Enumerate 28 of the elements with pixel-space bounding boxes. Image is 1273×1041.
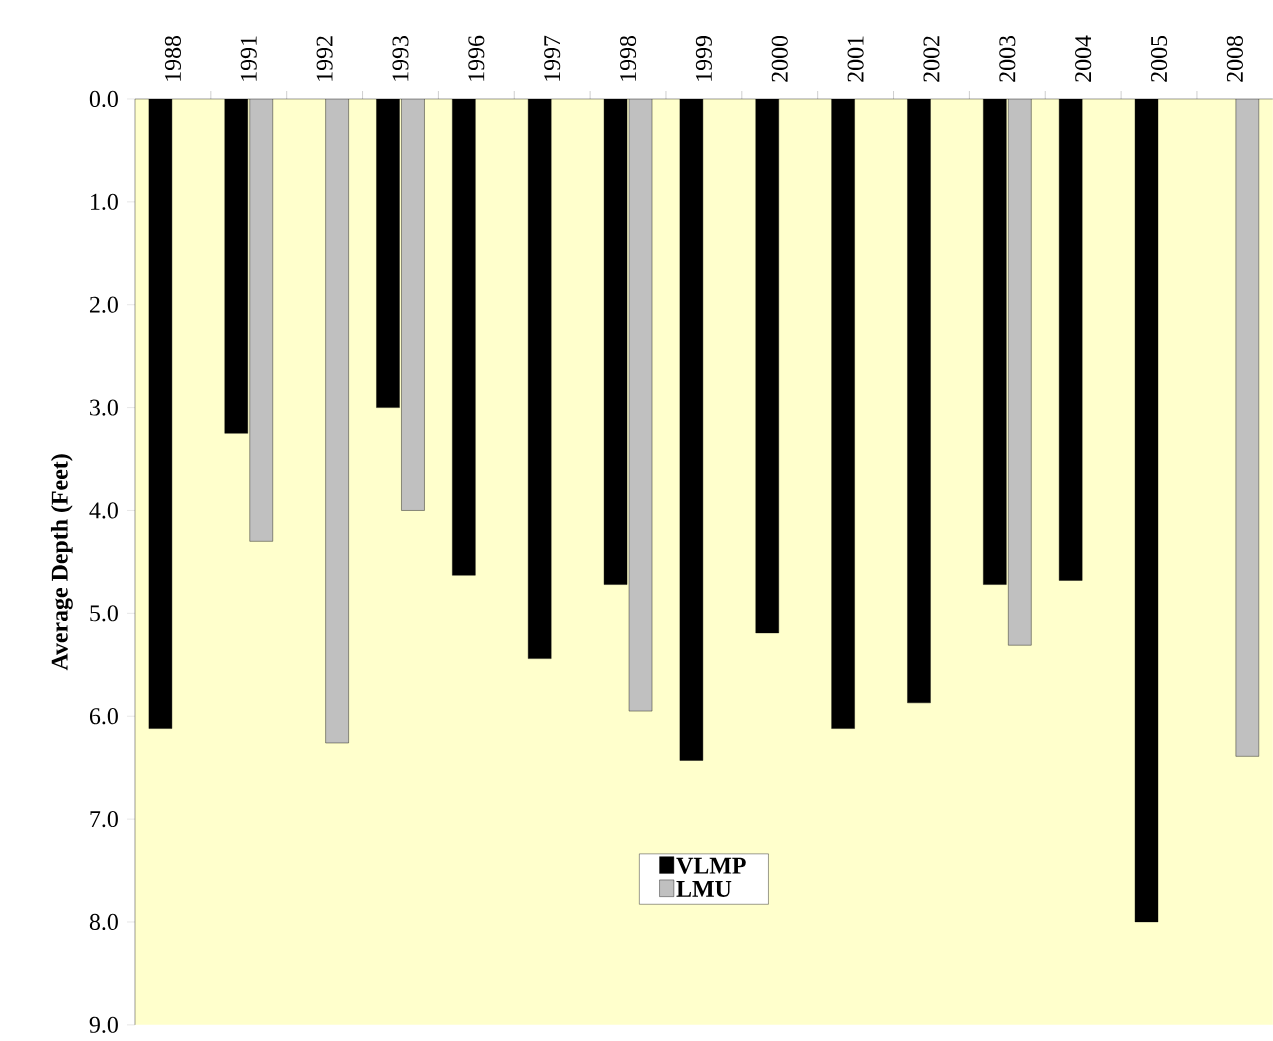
x-tick-label: 1988: [164, 35, 181, 81]
y-tick-label: 7.0: [90, 811, 118, 828]
y-tick-label: 5.0: [90, 605, 118, 622]
x-tick-label: 2008: [1226, 35, 1243, 82]
x-tick-label: 2005: [1150, 35, 1168, 82]
y-tick-label: 6.0: [89, 708, 118, 725]
y-tick-label: 0.0: [89, 90, 118, 108]
x-tick-label: 1997: [544, 35, 561, 81]
y-tick-label: 3.0: [90, 399, 118, 416]
x-tick-label: 1999: [695, 36, 712, 81]
y-tick-label: 2.0: [89, 296, 118, 313]
x-tick-label: 2001: [847, 36, 864, 82]
y-tick-label: 9.0: [89, 1016, 118, 1033]
x-tick-label: 1991: [240, 36, 257, 81]
x-tick-label: 2003: [999, 35, 1016, 82]
x-tick-label: 2002: [923, 36, 940, 82]
x-tick-label: 2000: [771, 35, 788, 82]
legend-label: VLMP: [676, 857, 746, 874]
y-tick-label: 4.0: [89, 502, 118, 519]
x-tick-label: 1993: [392, 35, 409, 81]
y-axis-title: Average Depth (Feet): [50, 454, 73, 671]
y-tick-label: 1.0: [91, 193, 118, 211]
x-tick-label: 1992: [316, 36, 333, 81]
x-tick-label: 1996: [468, 35, 485, 81]
x-tick-label: 1998: [619, 35, 637, 81]
y-tick-label: 8.0: [89, 913, 118, 931]
x-tick-label: 2004: [1075, 35, 1092, 82]
legend-label: LMU: [676, 881, 732, 897]
